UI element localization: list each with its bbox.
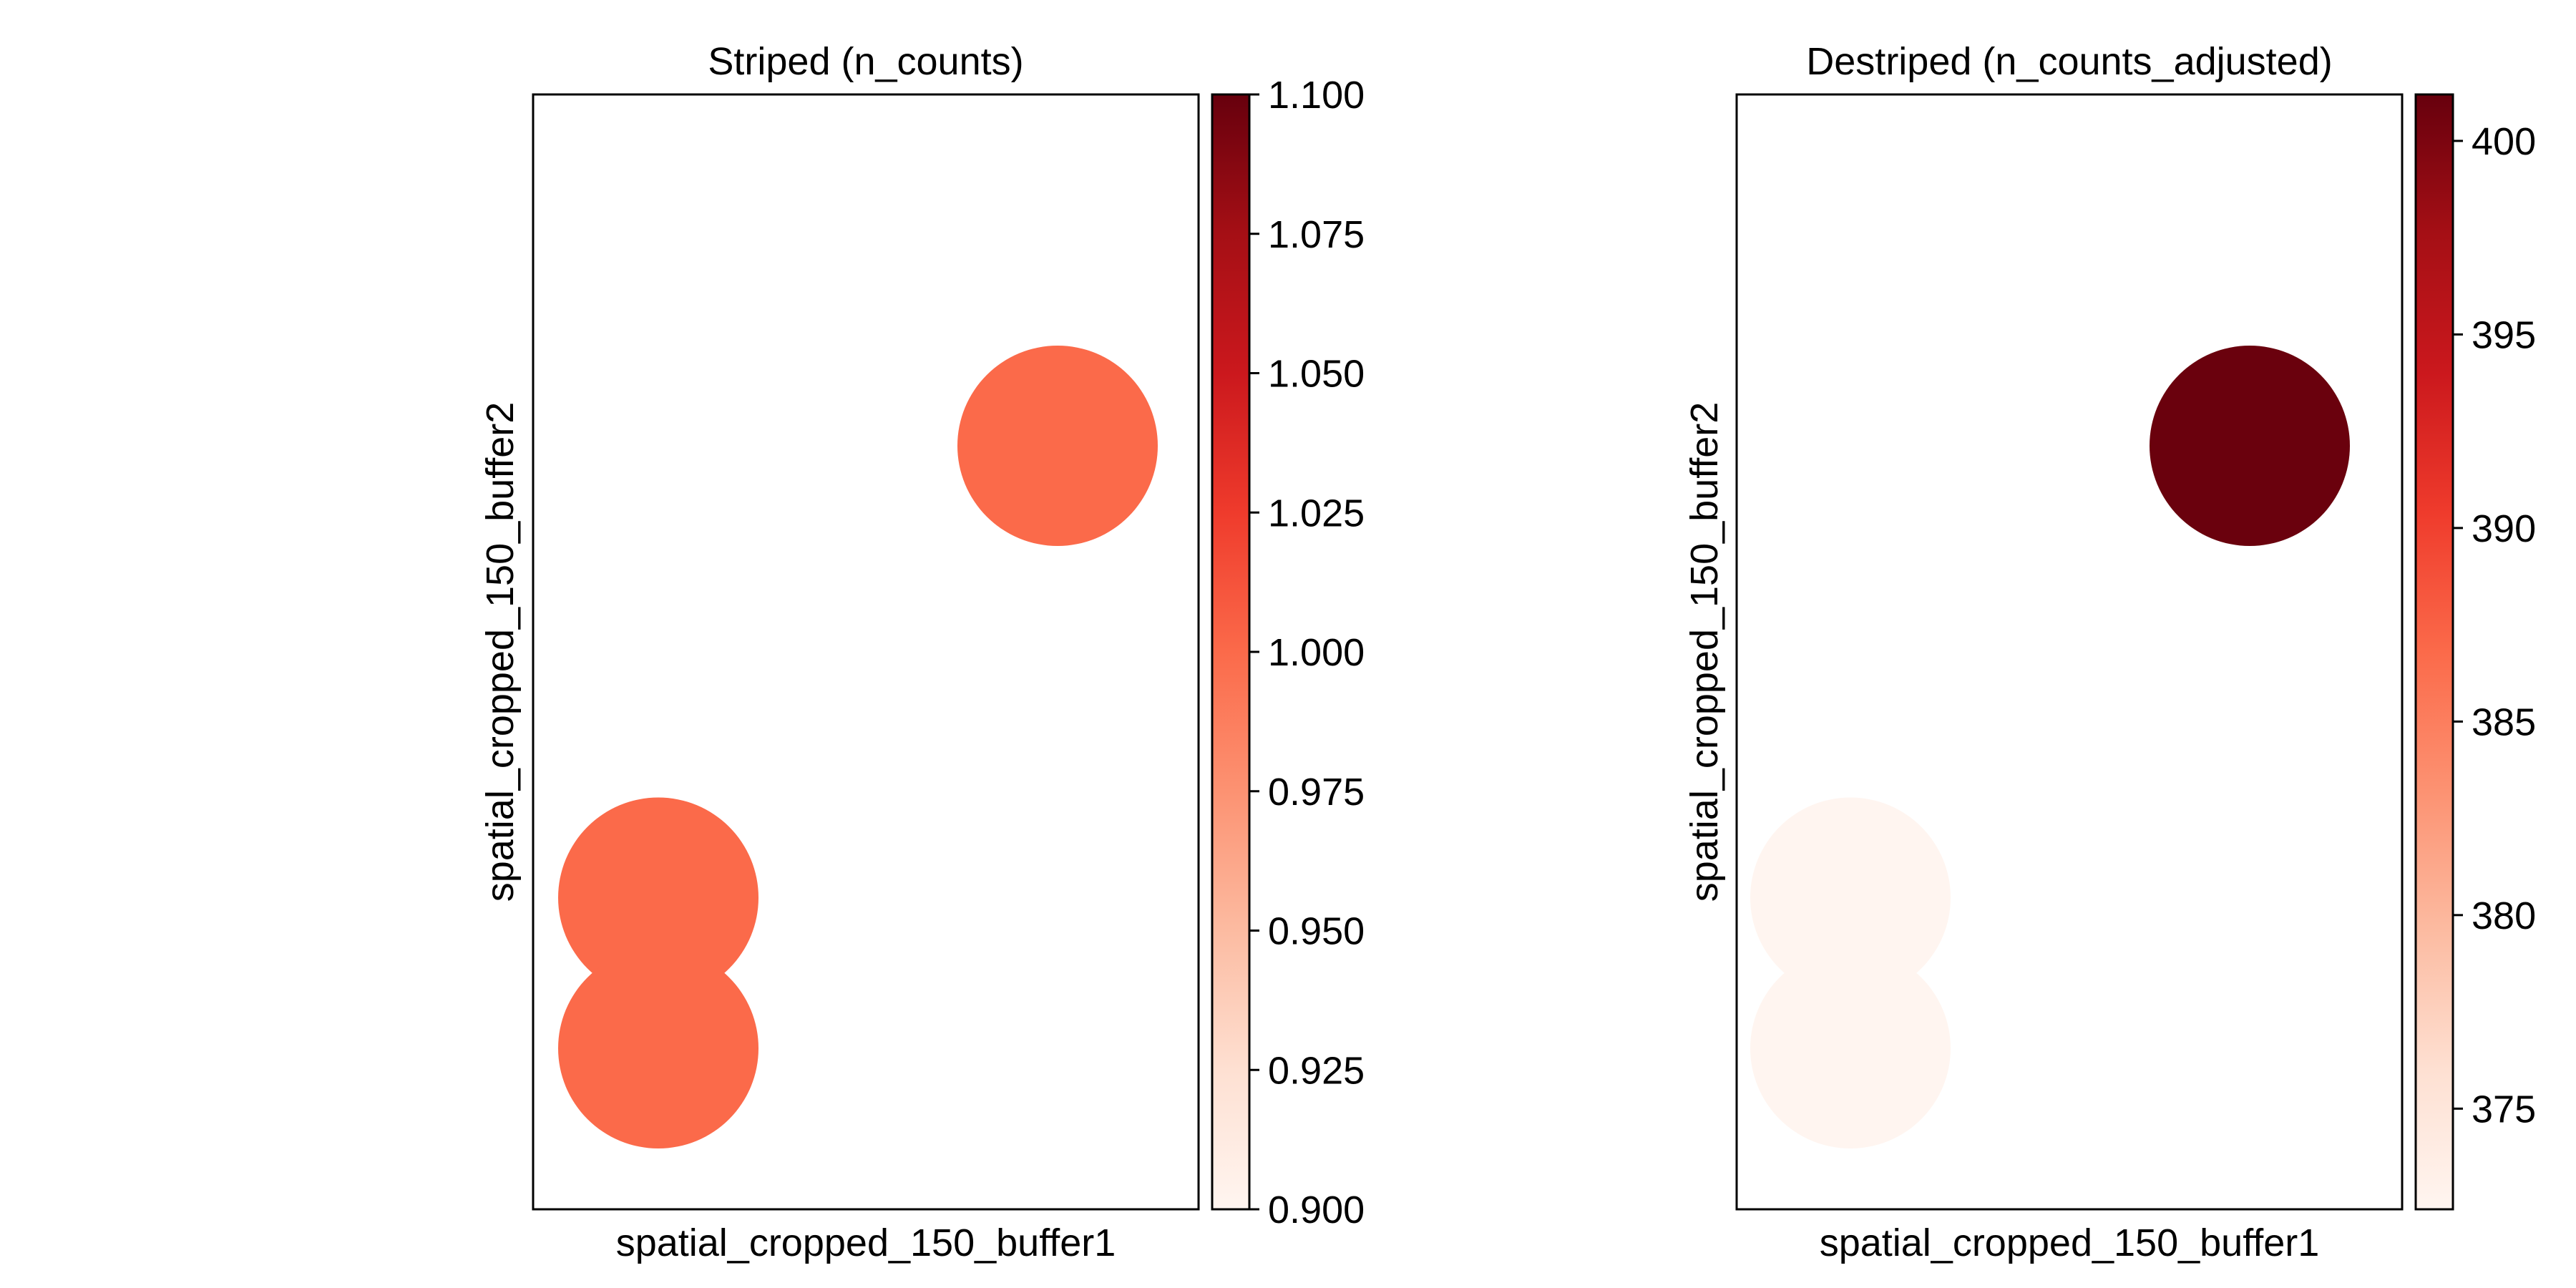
- panel-destriped: Destriped (n_counts_adjusted) spatial_cr…: [1683, 40, 2536, 1264]
- panel-destriped-colorbar-gradient: [2414, 93, 2454, 1211]
- colorbar-tick-label: 385: [2472, 701, 2536, 743]
- spot-point: [1750, 797, 1951, 998]
- colorbar-tick-label: 1.100: [1268, 74, 1365, 117]
- colorbar-tick-label: 1.000: [1268, 631, 1365, 674]
- colorbar-tick-label: 1.075: [1268, 213, 1365, 256]
- panel-striped-xlabel: spatial_cropped_150_buffer1: [616, 1221, 1116, 1264]
- panel-striped: Striped (n_counts) spatial_cropped_150_b…: [479, 40, 1365, 1264]
- panel-destriped-colorbar-ticks: 375 380 385 390 395 400: [2453, 120, 2536, 1131]
- panel-destriped-colorbar: 375 380 385 390 395 400: [2414, 93, 2536, 1211]
- colorbar-tick-label: 0.975: [1268, 771, 1365, 814]
- colorbar-tick-label: 375: [2472, 1088, 2536, 1131]
- colorbar-tick-label: 395: [2472, 313, 2536, 356]
- colorbar-tick-label: 0.950: [1268, 910, 1365, 953]
- panel-destriped-title: Destriped (n_counts_adjusted): [1806, 40, 2332, 83]
- colorbar-tick-label: 390: [2472, 507, 2536, 550]
- colorbar-tick-label: 380: [2472, 894, 2536, 937]
- colorbar-tick-label: 0.900: [1268, 1189, 1365, 1231]
- spot-point: [957, 346, 1158, 546]
- panel-striped-colorbar-ticks: 0.900 0.925 0.950 0.975 1.000 1.025 1.050 1.075…: [1249, 74, 1365, 1231]
- panel-destriped-plot-frame: [1735, 93, 2404, 1211]
- panel-destriped-xlabel: spatial_cropped_150_buffer1: [1820, 1221, 2320, 1264]
- spot-point: [2150, 346, 2350, 546]
- colorbar-tick-label: 1.050: [1268, 353, 1365, 396]
- panel-striped-points: [558, 346, 1158, 1148]
- panel-striped-plot-frame: [532, 93, 1200, 1211]
- spot-point: [1750, 948, 1951, 1148]
- colorbar-tick-label: 1.025: [1268, 492, 1365, 535]
- panel-striped-title: Striped (n_counts): [708, 40, 1023, 83]
- spot-point: [558, 948, 758, 1148]
- colorbar-tick-label: 0.925: [1268, 1049, 1365, 1092]
- panel-destriped-points: [1750, 346, 2350, 1148]
- spot-point: [558, 797, 758, 998]
- panel-destriped-ylabel: spatial_cropped_150_buffer2: [1683, 402, 1726, 902]
- panel-striped-ylabel: spatial_cropped_150_buffer2: [479, 402, 522, 902]
- panel-striped-colorbar: 0.900 0.925 0.950 0.975 1.000 1.025 1.050 1.075…: [1211, 74, 1365, 1231]
- panel-striped-colorbar-gradient: [1211, 93, 1251, 1211]
- colorbar-tick-label: 400: [2472, 120, 2536, 163]
